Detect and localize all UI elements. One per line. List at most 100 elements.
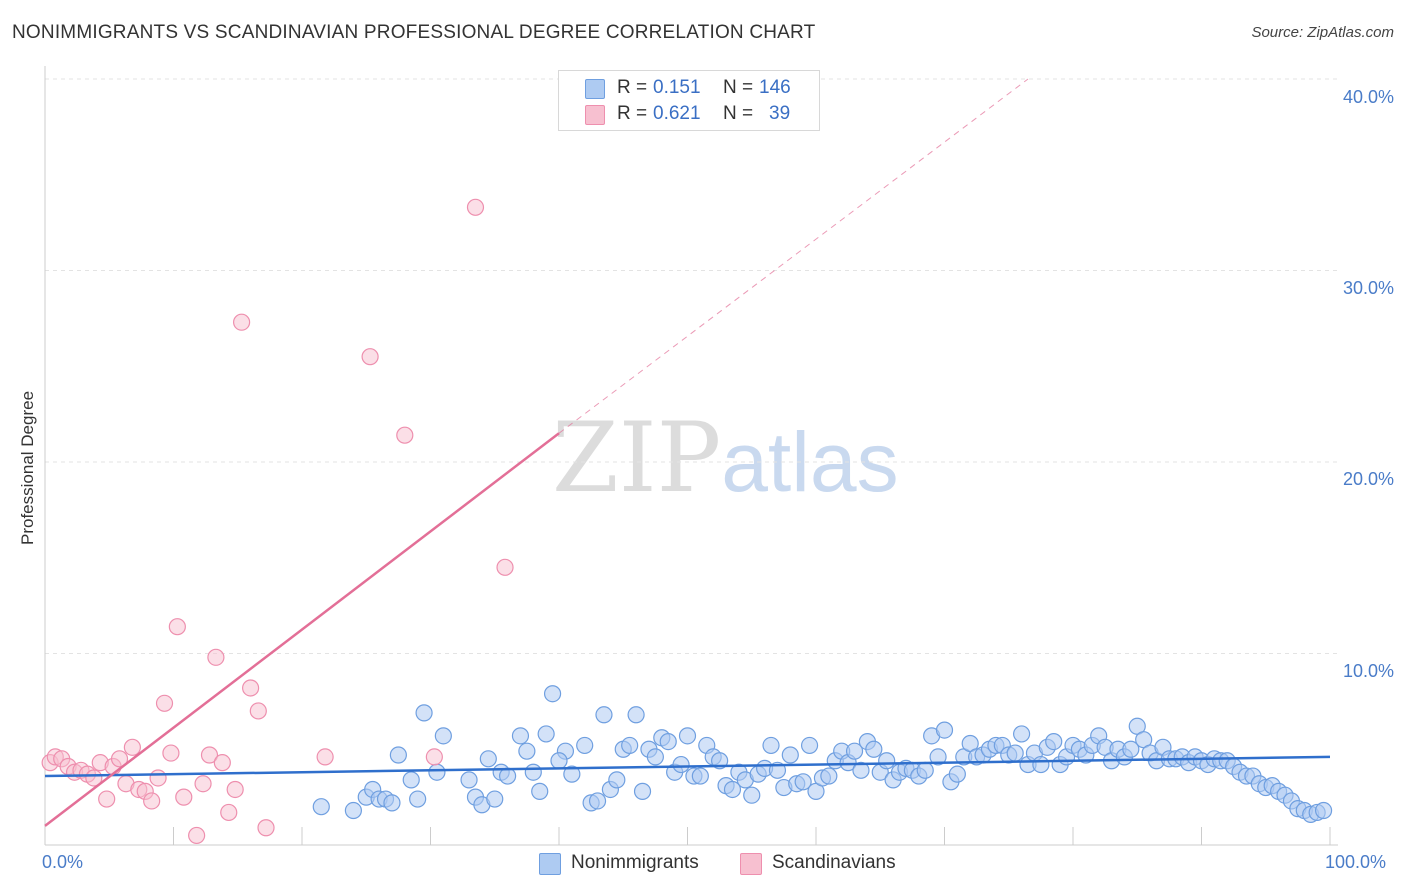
nonimmigrants-point (1012, 725, 1031, 743)
scandinavians-point (257, 819, 275, 837)
scandinavians-point (85, 769, 103, 787)
nonimmigrants-point (820, 767, 838, 785)
nonimmigrants-point (608, 771, 626, 789)
scandinavians-trend-extension (558, 78, 1029, 434)
scandinavians-trend-line (44, 432, 560, 827)
nonimmigrants-point (428, 763, 446, 781)
correlation-stats-box: R = 0.151 N = 146 R = 0.621 N = 39 (558, 70, 820, 131)
nonimmigrants-point (845, 742, 864, 760)
scandinavians-point (162, 744, 180, 762)
scandinavians-point (188, 826, 206, 845)
scandinavians-point (110, 750, 129, 768)
nonimmigrants-point (659, 732, 677, 751)
watermark-zip: ZIP (552, 402, 722, 514)
nonimmigrants-point (531, 782, 549, 800)
r-value-pink: 0.621 (653, 103, 701, 124)
nonimmigrants-point (723, 780, 742, 799)
nonimmigrants-point (486, 790, 504, 808)
nonimmigrants-point (543, 685, 562, 703)
scandinavians-point (466, 198, 485, 216)
scandinavians-point (242, 679, 260, 697)
chart-title: NONIMMIGRANTS VS SCANDINAVIAN PROFESSION… (12, 22, 816, 43)
scandinavians-point (123, 738, 141, 756)
legend-label-scandinavians: Scandinavians (772, 852, 896, 873)
nonimmigrants-point (409, 790, 427, 808)
nonimmigrants-point (781, 746, 799, 764)
nonimmigrants-point (852, 761, 870, 779)
nonimmigrants-point (402, 771, 420, 789)
legend-swatch-blue (539, 853, 561, 875)
nonimmigrants-point (389, 746, 407, 764)
legend-label-nonimmigrants: Nonimmigrants (571, 852, 699, 873)
scandinavians-point (249, 702, 267, 720)
nonimmigrants-point (550, 752, 568, 770)
source-credit: Source: ZipAtlas.com (1251, 24, 1394, 41)
scandinavians-point (175, 788, 193, 806)
nonimmigrants-point (1045, 732, 1063, 751)
nonimmigrants-point (948, 765, 966, 783)
r-label-pink: R = (617, 103, 648, 124)
nonimmigrants-point (595, 706, 613, 724)
scandinavians-point (155, 694, 174, 712)
scandinavians-point (98, 790, 116, 808)
x-tick-label-min: 0.0% (42, 852, 84, 872)
nonimmigrants-point (627, 706, 645, 724)
nonimmigrants-point (511, 727, 530, 745)
nonimmigrants-point (434, 727, 452, 745)
n-value-blue: 146 (759, 77, 791, 98)
nonimmigrants-point (1122, 740, 1140, 758)
nonimmigrants-point (762, 736, 780, 755)
stats-swatch-pink (585, 105, 605, 125)
scandinavians-point (361, 348, 379, 366)
nonimmigrants-point (563, 765, 581, 783)
nonimmigrants-point (935, 721, 954, 739)
nonimmigrants-point (794, 773, 812, 791)
stats-swatch-blue (585, 79, 605, 99)
y-tick-label-40: 40.0% (1342, 87, 1394, 107)
nonimmigrants-point (800, 736, 819, 755)
legend-swatch-pink (740, 853, 762, 875)
scandinavians-point (226, 780, 244, 799)
x-tick-label-max: 100.0% (1325, 852, 1387, 872)
nonimmigrants-point (691, 767, 709, 785)
scandinavians-point (425, 748, 443, 766)
nonimmigrants-point (460, 771, 478, 789)
scandinavians-point (194, 775, 212, 793)
y-tick-label-30: 30.0% (1342, 278, 1394, 298)
scandinavians-point (168, 618, 186, 636)
r-label-blue: R = (617, 77, 648, 98)
y-tick-label-20: 20.0% (1342, 469, 1394, 489)
n-value-pink: 39 (769, 103, 791, 124)
gridlines (45, 78, 1338, 654)
nonimmigrants-point (633, 782, 652, 800)
nonimmigrants-point (344, 801, 362, 820)
nonimmigrants-points (312, 685, 1333, 823)
scandinavians-point (316, 748, 334, 766)
trend-lines (44, 78, 1331, 827)
y-tick-label-10: 10.0% (1342, 661, 1394, 681)
scandinavians-point (220, 803, 238, 822)
nonimmigrants-point (518, 742, 536, 760)
nonimmigrants-point (743, 786, 761, 804)
nonimmigrants-point (1032, 755, 1050, 774)
nonimmigrants-point (1006, 744, 1024, 762)
nonimmigrants-point (576, 736, 594, 755)
r-value-blue: 0.151 (653, 77, 701, 98)
scandinavians-point (233, 313, 251, 331)
nonimmigrants-point (878, 752, 896, 770)
nonimmigrants-point (621, 736, 639, 755)
scandinavians-points (41, 198, 514, 845)
nonimmigrants-point (865, 740, 883, 758)
scandinavians-point (496, 558, 514, 576)
nonimmigrants-point (588, 792, 607, 810)
scandinavians-point (143, 792, 161, 810)
nonimmigrants-trend-line (44, 755, 1331, 778)
nonimmigrants-point (1314, 801, 1333, 820)
scandinavians-point (200, 746, 219, 764)
nonimmigrants-point (646, 748, 664, 766)
scandinavians-point (207, 648, 225, 666)
n-label-pink: N = (723, 103, 754, 124)
nonimmigrants-point (479, 750, 497, 768)
nonimmigrants-point (916, 761, 934, 779)
